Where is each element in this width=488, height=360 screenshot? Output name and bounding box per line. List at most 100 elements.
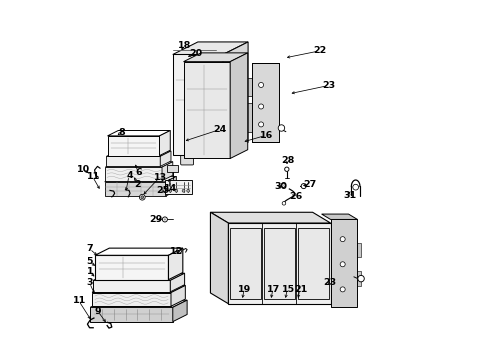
Circle shape	[357, 275, 364, 282]
Circle shape	[168, 189, 171, 192]
Circle shape	[141, 196, 143, 199]
Circle shape	[301, 184, 305, 189]
Text: 22: 22	[313, 46, 326, 55]
Polygon shape	[330, 220, 357, 307]
Text: 5: 5	[86, 257, 93, 266]
Circle shape	[282, 202, 285, 205]
Polygon shape	[92, 293, 171, 306]
Circle shape	[340, 237, 345, 242]
Text: 6: 6	[135, 168, 142, 177]
Circle shape	[278, 125, 284, 131]
Polygon shape	[105, 167, 162, 181]
Polygon shape	[92, 285, 185, 293]
Text: 7: 7	[86, 244, 93, 253]
Circle shape	[284, 167, 288, 171]
Text: 12: 12	[170, 247, 183, 256]
Polygon shape	[90, 307, 172, 321]
Polygon shape	[298, 228, 328, 300]
Circle shape	[139, 194, 145, 200]
Polygon shape	[168, 248, 183, 280]
Text: 11: 11	[73, 296, 86, 305]
Circle shape	[258, 104, 263, 109]
Polygon shape	[183, 62, 230, 158]
Polygon shape	[105, 162, 172, 167]
Text: 14: 14	[163, 184, 177, 193]
Circle shape	[186, 189, 189, 192]
Text: 8: 8	[118, 128, 125, 137]
Circle shape	[163, 219, 165, 221]
Polygon shape	[210, 212, 330, 223]
Polygon shape	[104, 176, 176, 182]
Polygon shape	[171, 285, 185, 306]
Polygon shape	[210, 212, 228, 304]
Polygon shape	[228, 223, 330, 304]
Text: 9: 9	[95, 307, 102, 316]
Circle shape	[340, 287, 345, 292]
Text: 25: 25	[156, 186, 169, 195]
Polygon shape	[170, 273, 184, 292]
Text: 2: 2	[134, 180, 141, 189]
Polygon shape	[251, 63, 278, 142]
Text: 1: 1	[86, 267, 93, 276]
Text: 17: 17	[266, 285, 280, 294]
Polygon shape	[160, 151, 171, 166]
Polygon shape	[107, 131, 170, 136]
Polygon shape	[93, 280, 170, 292]
Polygon shape	[93, 273, 184, 280]
Polygon shape	[162, 162, 172, 181]
Circle shape	[281, 183, 285, 188]
Polygon shape	[159, 131, 170, 156]
Circle shape	[282, 184, 284, 186]
Text: 26: 26	[289, 192, 302, 201]
Polygon shape	[183, 53, 247, 62]
Text: 19: 19	[238, 285, 251, 294]
Text: 4: 4	[126, 171, 133, 180]
Polygon shape	[167, 165, 178, 172]
Text: 18: 18	[177, 41, 190, 50]
Text: 30: 30	[274, 181, 287, 190]
Polygon shape	[264, 228, 294, 300]
Polygon shape	[107, 136, 159, 156]
Polygon shape	[106, 156, 160, 166]
Polygon shape	[104, 182, 165, 196]
Polygon shape	[230, 228, 260, 300]
Text: 27: 27	[303, 180, 316, 189]
Text: 20: 20	[188, 49, 202, 58]
Text: 21: 21	[293, 285, 306, 294]
Polygon shape	[90, 300, 187, 307]
Circle shape	[258, 82, 263, 87]
Polygon shape	[95, 255, 168, 280]
Bar	[247, 103, 251, 132]
Circle shape	[340, 262, 345, 267]
Polygon shape	[165, 176, 176, 196]
Circle shape	[162, 217, 167, 222]
Text: 13: 13	[154, 173, 167, 182]
Bar	[247, 78, 251, 96]
Bar	[353, 243, 360, 257]
Text: 11: 11	[86, 172, 100, 181]
Text: 31: 31	[343, 190, 356, 199]
Circle shape	[182, 189, 184, 192]
Text: 10: 10	[77, 165, 90, 174]
FancyBboxPatch shape	[180, 155, 193, 165]
Text: 23: 23	[323, 278, 336, 287]
Text: 29: 29	[148, 215, 162, 224]
Circle shape	[352, 184, 358, 190]
Text: 16: 16	[259, 131, 272, 140]
Bar	[353, 271, 360, 286]
Polygon shape	[230, 53, 247, 158]
Polygon shape	[172, 42, 247, 54]
Polygon shape	[95, 248, 183, 255]
Polygon shape	[172, 54, 223, 155]
Circle shape	[175, 189, 178, 192]
Text: 24: 24	[213, 125, 226, 134]
Circle shape	[176, 248, 182, 253]
Text: 3: 3	[86, 278, 93, 287]
Polygon shape	[321, 214, 357, 220]
Polygon shape	[164, 180, 191, 194]
Polygon shape	[223, 42, 247, 155]
Text: 15: 15	[281, 285, 294, 294]
Text: 28: 28	[281, 156, 294, 165]
Circle shape	[258, 122, 263, 127]
Polygon shape	[172, 300, 187, 321]
